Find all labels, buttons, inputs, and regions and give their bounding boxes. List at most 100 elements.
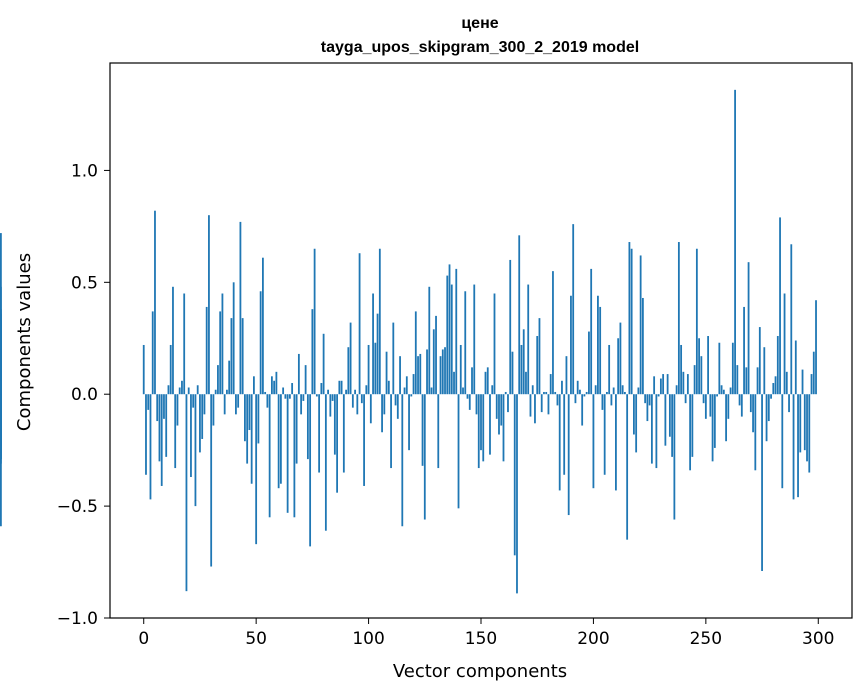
bar [637, 387, 640, 395]
bar [662, 374, 665, 395]
bar [626, 394, 629, 540]
bar [199, 394, 201, 453]
bar [583, 394, 586, 397]
bar [639, 255, 642, 395]
bar [237, 394, 240, 408]
bar [172, 286, 174, 395]
bar [333, 394, 336, 455]
bar [387, 380, 390, 395]
bar [493, 293, 496, 395]
bar [268, 394, 271, 518]
bar [610, 394, 613, 406]
x-tick-label: 200 [577, 629, 609, 649]
bar [540, 394, 543, 413]
bar [511, 351, 514, 395]
bar [529, 394, 532, 417]
bar [183, 293, 186, 395]
bar [462, 387, 464, 395]
bar [536, 336, 539, 395]
bar [509, 259, 512, 395]
bar [558, 394, 561, 491]
bar [565, 356, 568, 395]
x-axis: 0 50 100 150 200 250 300 [138, 618, 834, 649]
bar [630, 248, 633, 395]
bar [675, 385, 678, 395]
bar [659, 378, 662, 395]
bar [534, 394, 536, 424]
bar [306, 394, 309, 460]
bar [288, 394, 291, 399]
y-tick-label: 1.0 [71, 161, 98, 181]
bar [0, 380, 2, 395]
bar [154, 210, 156, 395]
bar [745, 367, 748, 395]
bar [482, 394, 485, 462]
bar [747, 262, 750, 395]
bar [617, 338, 620, 395]
bar [704, 394, 707, 419]
bar [754, 394, 757, 471]
bar [655, 394, 658, 469]
bar [570, 295, 572, 395]
bar [738, 394, 741, 406]
bar [801, 369, 804, 395]
bar [401, 394, 404, 527]
bar [538, 318, 541, 395]
y-tick-label: 0.5 [71, 273, 98, 293]
bar [808, 394, 811, 473]
bar [235, 394, 237, 415]
bar [181, 380, 183, 395]
bar [803, 394, 806, 451]
bar [419, 353, 422, 395]
bar [273, 380, 276, 395]
bar [671, 394, 674, 457]
bar [693, 365, 696, 395]
bar [421, 394, 424, 466]
bar [302, 394, 305, 401]
bar [729, 387, 732, 395]
bar-series [0, 89, 817, 594]
bar [711, 394, 714, 462]
bar [563, 394, 566, 475]
bar [365, 385, 368, 395]
bar [599, 306, 602, 395]
bar [702, 394, 705, 404]
bar [810, 374, 813, 395]
bar [385, 351, 388, 395]
bar [291, 383, 294, 395]
bar [466, 394, 469, 399]
bar [318, 394, 321, 473]
chart-title: цене [461, 15, 498, 32]
bar [752, 394, 754, 433]
bar [720, 385, 723, 395]
bar [163, 394, 165, 419]
bar [689, 394, 692, 471]
bar [142, 344, 145, 395]
bar [253, 376, 255, 395]
bar [178, 387, 181, 395]
bar [0, 349, 2, 395]
bar [718, 342, 721, 395]
bar [284, 394, 287, 399]
bar [619, 322, 622, 395]
bar [255, 394, 258, 545]
bar [554, 391, 557, 395]
bar [547, 394, 550, 415]
bar [151, 311, 154, 395]
bar [405, 376, 408, 395]
bar [286, 394, 289, 513]
bar [349, 322, 352, 395]
bar [201, 394, 204, 439]
bar [698, 338, 700, 395]
bar [635, 394, 638, 453]
bar [338, 380, 341, 395]
bar [525, 371, 527, 395]
bar [653, 376, 656, 395]
bar [394, 394, 397, 406]
bar [279, 394, 282, 484]
bar [426, 349, 428, 395]
bar [585, 391, 588, 395]
bar [500, 394, 503, 426]
bar [648, 394, 651, 406]
